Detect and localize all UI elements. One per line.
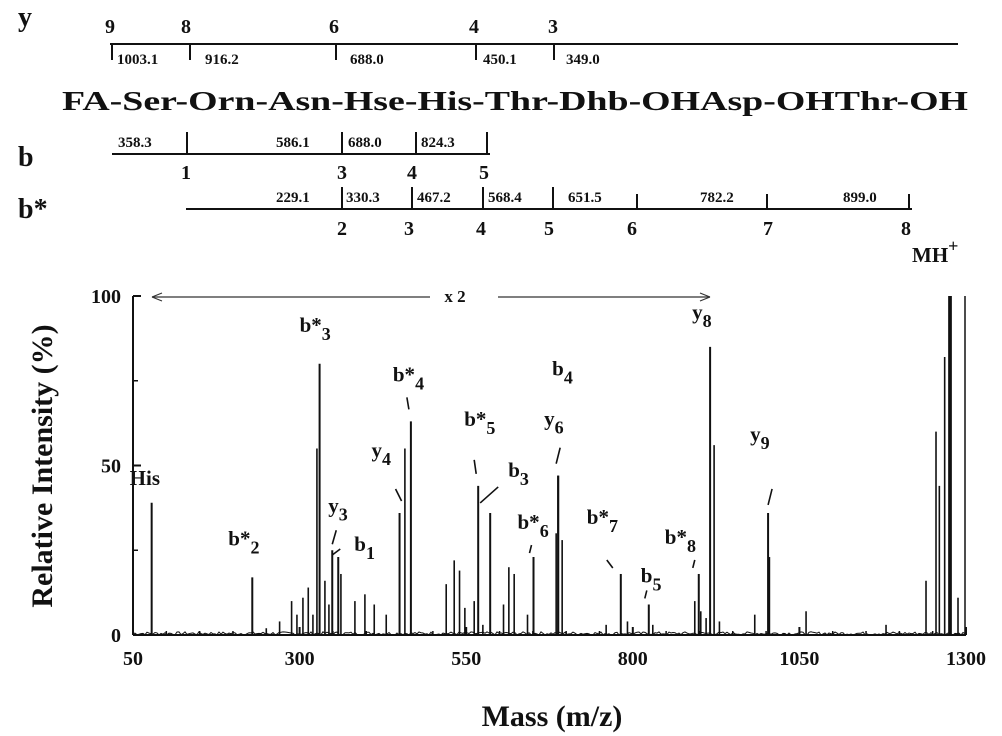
spectrum-peaks <box>150 296 966 635</box>
peak-label: y6 <box>544 407 564 438</box>
peak-label: b1 <box>354 532 375 563</box>
baseline-noise <box>132 631 966 636</box>
x-axis-label: Mass (m/z) <box>482 700 623 733</box>
y-series-ladder: y 9 8 6 4 3 1003.1 916.2 688.0 450.1 349… <box>18 2 958 68</box>
peak-leader-line <box>473 459 477 474</box>
scale-arrowhead-right <box>699 292 711 302</box>
bstar-index-5: 5 <box>544 218 554 240</box>
peak-label: b4 <box>552 357 573 388</box>
x-ticks: 50 300 550 800 1050 1300 <box>123 627 986 670</box>
peak-label: b*5 <box>464 407 495 438</box>
peptide-sequence: FA-Ser-Orn-Asn-Hse-His-Thr-Dhb-OHAsp-OHT… <box>62 86 968 116</box>
y-mass-349: 349.0 <box>566 52 600 68</box>
peak-leader-line <box>555 447 561 464</box>
bstar-series-label: b* <box>18 194 48 225</box>
b-mass-688: 688.0 <box>348 135 382 151</box>
y-index-8: 8 <box>181 16 191 38</box>
x-tick-label: 550 <box>451 648 481 670</box>
peak-label: b5 <box>641 563 662 594</box>
bstar-mass-899: 899.0 <box>843 190 877 206</box>
peak-label: y8 <box>692 300 712 331</box>
bstar-index-4: 4 <box>476 218 486 240</box>
bstar-mass-782: 782.2 <box>700 190 734 206</box>
y-tick-label: 50 <box>101 456 121 478</box>
bstar-index-8: 8 <box>901 218 911 240</box>
peak-leader-line <box>528 544 533 554</box>
bstar-mass-229: 229.1 <box>276 190 310 206</box>
y-tick-label: 100 <box>91 286 121 308</box>
peak-label: b3 <box>508 458 529 489</box>
x-tick-label: 1300 <box>946 648 986 670</box>
x-tick-label: 800 <box>618 648 648 670</box>
b-mass-824: 824.3 <box>421 135 455 151</box>
bstar-index-7: 7 <box>763 218 773 240</box>
bstar-index-6: 6 <box>627 218 637 240</box>
peak-leader-line <box>394 488 403 502</box>
peak-label: y4 <box>372 438 392 469</box>
x-tick-label: 50 <box>123 648 143 670</box>
b-series-label: b <box>18 142 34 173</box>
b-index-5: 5 <box>479 162 489 184</box>
peak-label: b*2 <box>228 526 259 557</box>
peak-leader-line <box>691 559 696 569</box>
peak-label: b*7 <box>587 505 618 536</box>
bstar-mass-651: 651.5 <box>568 190 602 206</box>
peak-label: b*4 <box>393 362 424 393</box>
bstar-index-3: 3 <box>404 218 414 240</box>
peak-leader-line <box>767 488 773 506</box>
peak-label: His <box>130 466 160 490</box>
bstar-mass-330: 330.3 <box>346 190 380 206</box>
b-mass-358: 358.3 <box>118 135 152 151</box>
b-index-3: 3 <box>337 162 347 184</box>
y-axis-label: Relative Intensity (%) <box>26 324 59 607</box>
y-index-4: 4 <box>469 16 479 38</box>
b-index-1: 1 <box>181 162 191 184</box>
b-index-4: 4 <box>407 162 417 184</box>
scale-annotation: x 2 <box>444 287 465 306</box>
peak-leader-line <box>331 530 338 545</box>
peak-leader-line <box>606 559 614 569</box>
bstar-mass-467: 467.2 <box>417 190 451 206</box>
y-mass-916: 916.2 <box>205 52 239 68</box>
bstar-index-2: 2 <box>337 218 347 240</box>
peak-leader-line <box>406 397 410 410</box>
b-series-ladder: b 358.3 586.1 688.0 824.3 1 3 4 5 <box>18 132 490 184</box>
y-tick-label: 0 <box>111 625 121 647</box>
peak-leader-line <box>331 548 341 556</box>
scale-arrowhead-left <box>151 292 163 302</box>
peak-label: b*3 <box>300 313 331 344</box>
x-tick-label: 300 <box>285 648 315 670</box>
peak-leader-line <box>479 486 499 504</box>
y-index-9: 9 <box>105 16 115 38</box>
bstar-mass-568: 568.4 <box>488 190 522 206</box>
y-mass-450: 450.1 <box>483 52 517 68</box>
peak-label: y9 <box>750 422 770 453</box>
noise-trace <box>132 631 966 636</box>
y-mass-688: 688.0 <box>350 52 384 68</box>
peak-leader-line <box>644 590 648 599</box>
y-mass-1003: 1003.1 <box>117 52 158 68</box>
y-index-6: 6 <box>329 16 339 38</box>
y-series-label: y <box>18 2 32 33</box>
peak-label: MH+ <box>912 236 958 267</box>
spectrum-axes: Relative Intensity (%) Mass (m/z) 50 300 5… <box>26 286 986 733</box>
x-tick-label: 1050 <box>779 648 819 670</box>
y-ticks: 0 50 100 <box>91 286 141 647</box>
bstar-series-ladder: b* 229.1 330.3 467.2 568.4 651.5 782.2 8… <box>18 187 912 240</box>
peak-label: b*8 <box>665 525 696 556</box>
peak-label: b*6 <box>518 510 549 541</box>
peak-label: y3 <box>328 493 348 524</box>
y-index-3: 3 <box>548 16 558 38</box>
b-mass-586: 586.1 <box>276 135 310 151</box>
